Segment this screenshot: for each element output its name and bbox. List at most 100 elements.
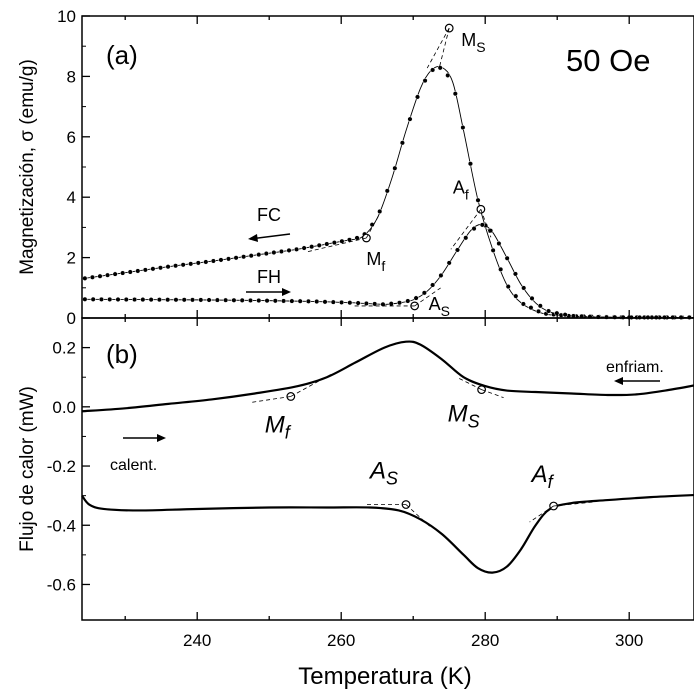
data-point: [263, 251, 269, 257]
data-point: [372, 301, 378, 307]
tangent-line: [438, 27, 450, 69]
tangent-line: [414, 287, 441, 307]
data-point: [437, 65, 443, 71]
data-point: [339, 238, 345, 244]
marker-label: Mf: [366, 249, 385, 274]
marker-label: AS: [429, 294, 450, 319]
tangent-line: [480, 209, 492, 238]
data-point: [537, 303, 543, 309]
data-point: [115, 296, 121, 303]
data-point: [405, 298, 411, 304]
panel-a-ticks: 0 2 4 6 8 10: [57, 7, 630, 328]
data-point: [392, 165, 398, 171]
panel-b: -0.6 -0.4 -0.2 0.0 0.2 240 260 280 300 (b) Flujo…: [17, 317, 694, 690]
panel-b-curves: [81, 340, 694, 574]
y-tick-label: 0.2: [52, 339, 76, 358]
data-point: [223, 297, 229, 303]
data-point: [107, 296, 113, 302]
series-label-enfriam: enfriam.: [606, 359, 664, 376]
data-point: [454, 247, 461, 253]
data-point: [165, 264, 171, 270]
marker-label: Mf: [265, 411, 292, 442]
tangent-line: [481, 389, 504, 399]
data-point: [173, 297, 179, 303]
data-point: [535, 308, 542, 314]
panel-a-markers: MS Mf Af AS: [306, 23, 492, 319]
data-point: [127, 269, 133, 275]
data-point: [603, 314, 610, 320]
data-point: [203, 259, 209, 265]
data-point: [271, 249, 277, 256]
series-line-fh: [81, 223, 694, 318]
calent-arrowhead-icon: [157, 434, 166, 442]
data-point: [142, 267, 148, 273]
data-point: [446, 260, 452, 266]
data-point: [331, 240, 337, 246]
x-tick-label: 240: [183, 631, 211, 650]
data-point: [181, 297, 187, 303]
tangent-line: [426, 27, 450, 69]
data-point: [180, 262, 186, 268]
panel-b-markers: Mf MS AS Af: [250, 374, 594, 527]
panel-b-label: (b): [106, 339, 138, 369]
data-point: [198, 297, 204, 303]
data-point: [452, 91, 458, 97]
tangent-line: [450, 209, 482, 250]
data-point: [112, 271, 118, 277]
marker-label: MS: [461, 30, 485, 55]
panel-a-series-labels: FC FH: [257, 205, 281, 287]
data-point: [256, 252, 262, 258]
data-point: [438, 272, 444, 279]
marker-subscript: S: [441, 303, 450, 319]
data-point: [105, 272, 111, 278]
data-point: [505, 284, 511, 290]
data-point: [521, 285, 527, 291]
y-tick-label: 0: [67, 309, 76, 328]
data-point: [241, 254, 247, 260]
data-point: [520, 301, 526, 307]
marker-subscript: S: [386, 469, 398, 489]
data-point: [157, 265, 164, 271]
data-point: [430, 67, 436, 73]
data-point: [339, 299, 345, 305]
marker-subscript: S: [476, 39, 485, 55]
data-point: [140, 297, 146, 303]
y-tick-label: -0.6: [47, 575, 76, 594]
data-point: [388, 301, 394, 307]
data-point: [156, 297, 162, 303]
transition-marker: Mf: [250, 374, 331, 442]
data-point: [347, 300, 353, 306]
data-point: [369, 222, 375, 228]
data-point: [479, 222, 485, 228]
data-point: [272, 298, 278, 304]
data-point: [82, 275, 88, 281]
panel-a: 0 2 4 6 8 10 (a) 50 Oe Magnetización, σ (emu/…: [17, 7, 694, 328]
data-point: [239, 297, 245, 303]
data-point: [528, 305, 534, 311]
x-tick-label: 260: [327, 631, 355, 650]
data-point: [512, 271, 518, 277]
data-point: [286, 247, 292, 253]
data-point: [421, 290, 427, 296]
data-point: [463, 235, 469, 241]
data-point: [150, 266, 156, 272]
data-point: [513, 293, 519, 299]
tangent-line: [405, 504, 431, 527]
panel-a-ylabel: Magnetización, σ (emu/g): [17, 59, 38, 275]
data-point: [396, 300, 403, 306]
panel-a-label: (a): [106, 40, 138, 70]
data-point: [316, 242, 322, 248]
y-tick-label: -0.4: [47, 516, 76, 535]
transition-marker: MS: [448, 377, 504, 432]
panel-b-arrows: [123, 377, 660, 442]
data-point: [123, 296, 129, 303]
transition-marker: AS: [366, 458, 431, 527]
data-point: [467, 161, 473, 167]
tangent-line: [290, 374, 331, 397]
data-point: [189, 297, 196, 303]
marker-subscript: f: [548, 472, 555, 492]
panel-b-ticks: -0.6 -0.4 -0.2 0.0 0.2 240 260 280 300: [47, 318, 643, 650]
data-point: [173, 263, 179, 269]
data-point: [90, 296, 96, 302]
y-tick-label: 4: [67, 188, 76, 207]
